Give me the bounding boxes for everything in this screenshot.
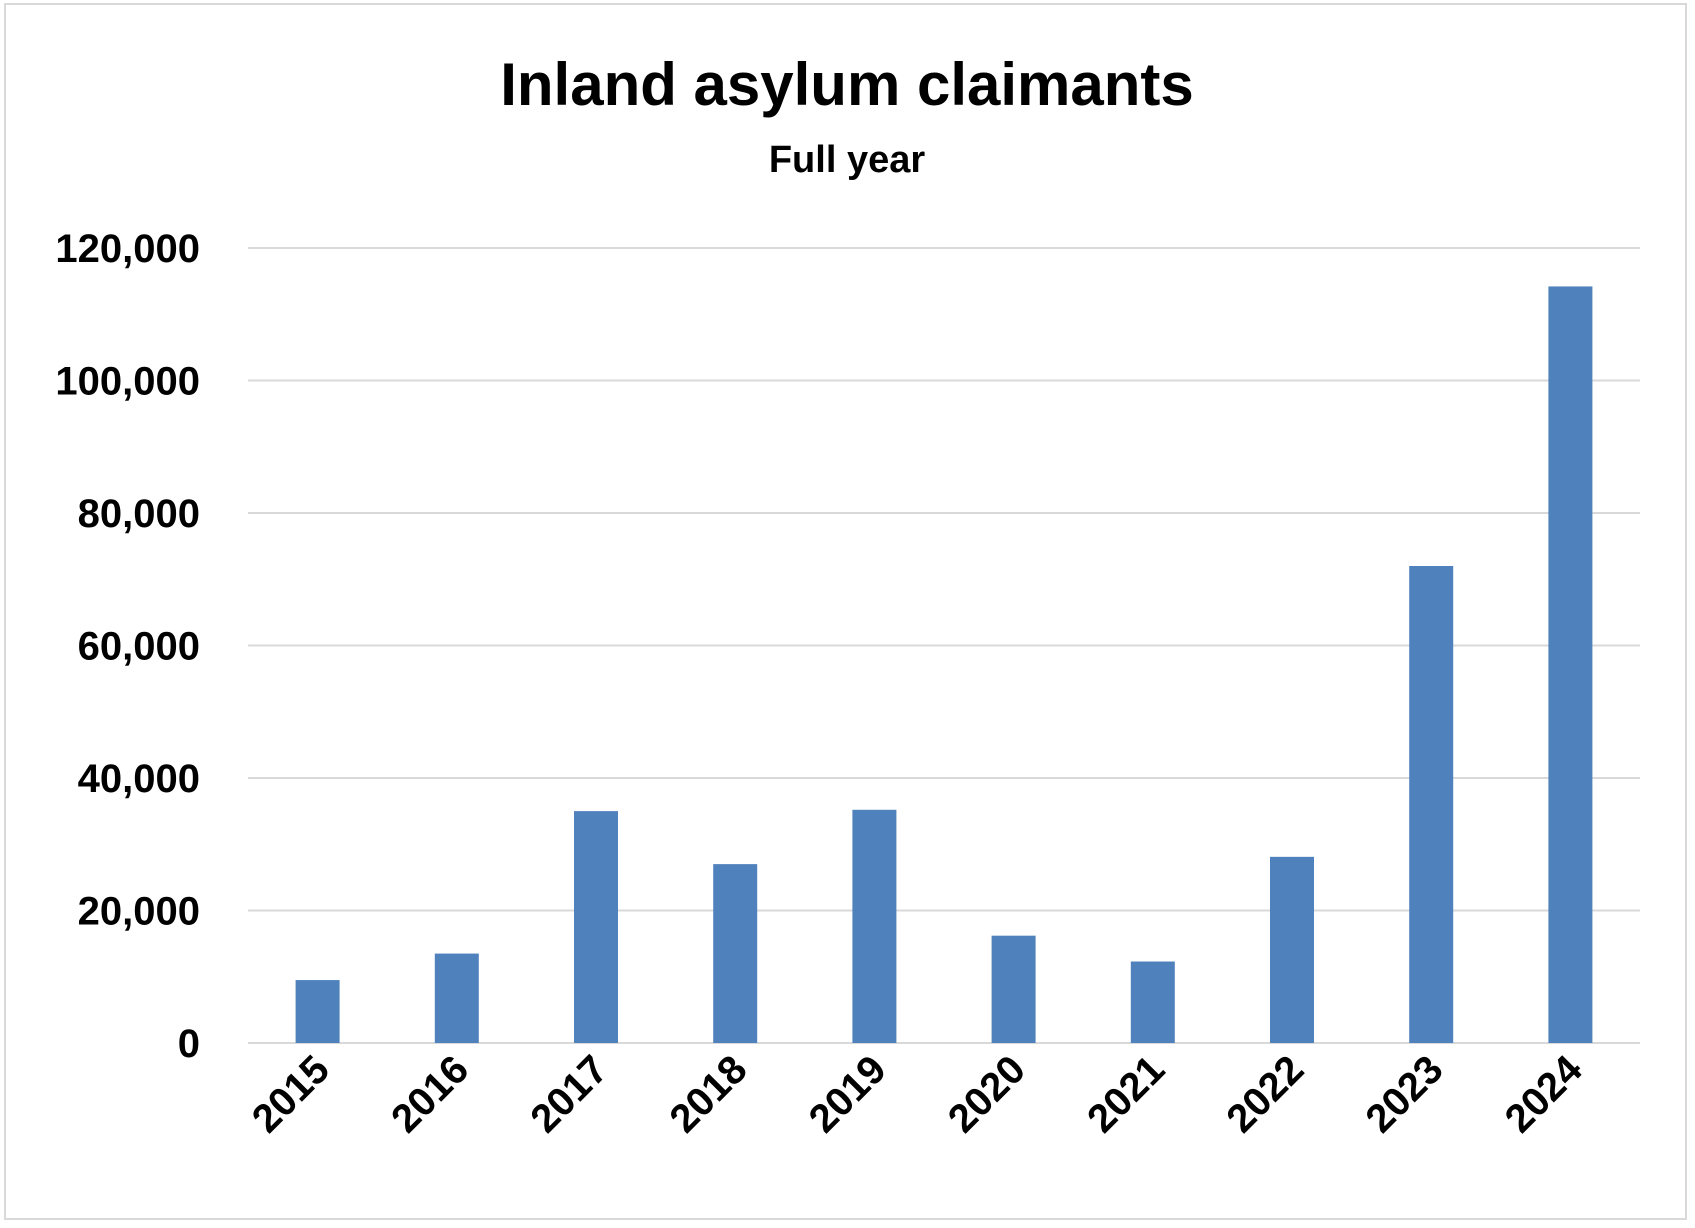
- bar-2019: [852, 809, 897, 1043]
- y-axis-ticks: 0 20,000 40,000 60,000 80,000 100,000 120,000: [55, 227, 200, 1066]
- y-tick-label: 20,000: [78, 890, 200, 934]
- bar-2021: [1130, 961, 1175, 1043]
- y-tick-label: 40,000: [78, 757, 200, 801]
- x-tick-label: 2020: [940, 1047, 1034, 1141]
- x-tick-label: 2019: [801, 1047, 895, 1141]
- x-tick-label: 2016: [383, 1047, 477, 1141]
- y-tick-label: 60,000: [78, 625, 200, 669]
- x-axis-ticks: 2015 2016 2017 2018 2019 2020 2021 2022 2023 2024: [244, 1047, 1591, 1142]
- x-tick-label: 2015: [244, 1047, 338, 1141]
- chart-title: Inland asylum claimants: [500, 51, 1194, 118]
- y-tick-label: 80,000: [78, 492, 200, 536]
- bars: [295, 286, 1593, 1043]
- bar-2016: [434, 953, 479, 1043]
- bar-2020: [991, 935, 1036, 1043]
- bar-2015: [295, 980, 340, 1043]
- y-tick-label: 100,000: [55, 360, 200, 404]
- x-tick-label: 2023: [1358, 1047, 1452, 1141]
- gridlines: [248, 247, 1640, 1044]
- bar-2017: [574, 811, 618, 1043]
- bar-2022: [1270, 856, 1314, 1043]
- x-tick-label: 2018: [662, 1047, 756, 1141]
- chart-subtitle: Full year: [769, 139, 925, 181]
- x-tick-label: 2022: [1218, 1047, 1312, 1141]
- x-tick-label: 2017: [522, 1047, 616, 1141]
- y-tick-label: 0: [178, 1022, 200, 1066]
- bar-2023: [1409, 566, 1454, 1043]
- x-tick-label: 2024: [1497, 1047, 1592, 1142]
- bar-2024: [1548, 286, 1593, 1043]
- y-tick-label: 120,000: [55, 227, 200, 271]
- x-tick-label: 2021: [1079, 1047, 1173, 1141]
- bar-2018: [713, 864, 758, 1043]
- chart-frame: [4, 3, 1687, 1220]
